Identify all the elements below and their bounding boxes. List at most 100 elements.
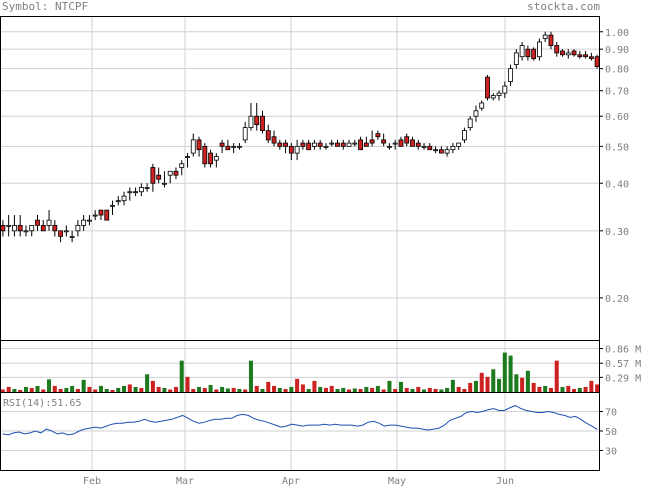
price-tick-label: 0.50 [605, 142, 629, 153]
volume-bar [248, 360, 253, 392]
candle-body [29, 224, 35, 232]
candle-body [196, 139, 202, 151]
volume-bar [220, 386, 225, 392]
volume-bar [548, 387, 553, 392]
volume-bar [81, 379, 86, 392]
candle-body [363, 142, 369, 147]
volume-bar [93, 389, 98, 392]
candle-body [462, 130, 467, 141]
volume-bar [312, 380, 317, 392]
candle-body [490, 95, 496, 99]
candle-body [35, 219, 40, 226]
volume-bar [29, 387, 34, 392]
candle-body [98, 209, 104, 216]
volume-bar [427, 387, 432, 392]
candle-body [40, 224, 46, 232]
rsi-label: RSI(14) [3, 398, 45, 409]
volume-bar [87, 386, 92, 392]
candle-body [306, 142, 312, 151]
candle-body [427, 145, 433, 151]
price-tick-label: 0.80 [605, 65, 629, 76]
candle-body [300, 142, 306, 147]
volume-bar [225, 388, 230, 392]
price-tick-label: 0.90 [605, 45, 629, 56]
candle-body [248, 115, 254, 129]
candle-body [392, 142, 398, 145]
volume-bar [537, 386, 542, 392]
volume-bar [6, 386, 11, 392]
candle-body [317, 142, 323, 147]
month-label: Jun [496, 476, 514, 486]
candle-body [513, 52, 519, 65]
volume-bar [364, 386, 369, 392]
volume-bar [450, 379, 455, 392]
volume-bars [0, 352, 600, 392]
volume-bar [393, 388, 398, 392]
volume-bar [589, 380, 594, 392]
volume-bar [497, 378, 502, 392]
candle-body [265, 130, 271, 141]
volume-bar [231, 387, 236, 392]
candle-body [473, 110, 479, 117]
volume-bar [554, 360, 559, 392]
candle-body [127, 191, 133, 194]
volume-bar [485, 376, 490, 392]
volume-bar [352, 388, 357, 392]
rsi-series-line [2, 405, 598, 436]
volume-bar [358, 388, 363, 392]
volume-bar [381, 389, 386, 392]
candle-body [312, 142, 317, 147]
candle-body [242, 127, 248, 141]
candle-body [185, 156, 190, 158]
candle-body [467, 118, 473, 129]
candle-body [133, 191, 138, 194]
volume-bar [272, 385, 277, 392]
price-grid [0, 16, 600, 340]
candle-body [415, 142, 421, 147]
volume-bar [58, 388, 63, 392]
candle-body [288, 145, 294, 154]
volume-bar [52, 385, 57, 392]
volume-bar [416, 386, 421, 392]
candle-body [12, 224, 17, 232]
candle-body [444, 149, 450, 154]
volume-bar [70, 385, 75, 392]
candle-body [369, 139, 375, 144]
volume-bar [18, 389, 23, 392]
volume-bar [525, 370, 530, 392]
volume-bar [35, 385, 40, 392]
volume-bar [306, 388, 311, 392]
candle-body [69, 236, 75, 238]
volume-tick-label: 0.86 M [605, 345, 641, 356]
candle-body [404, 136, 410, 144]
rsi-tick-label: 70 [605, 408, 617, 419]
candle-body [594, 56, 600, 67]
volume-bar [202, 387, 207, 392]
volume-bar [456, 386, 461, 392]
candle-body [283, 142, 288, 147]
volume-bar [289, 386, 294, 392]
volume-bar [520, 377, 525, 392]
candle-body [225, 145, 231, 151]
site-name: stockta.com [527, 0, 600, 13]
volume-bar [468, 382, 473, 392]
candle-body [208, 152, 213, 165]
volume-bar [531, 382, 536, 392]
candle-body [92, 214, 98, 217]
volume-bar [277, 387, 282, 392]
candle-body [583, 54, 588, 58]
volume-bar [295, 378, 300, 392]
candle-body [375, 133, 381, 138]
candle-body [329, 142, 335, 145]
volume-bar [479, 372, 484, 392]
candle-body [346, 142, 352, 147]
volume-bar [75, 388, 80, 392]
candle-body [438, 149, 444, 154]
candle-body [496, 92, 502, 96]
candle-body [150, 167, 156, 184]
volume-bar [491, 369, 496, 392]
candle-body [537, 41, 542, 58]
candle-body [277, 142, 283, 147]
candle-body [525, 48, 531, 58]
